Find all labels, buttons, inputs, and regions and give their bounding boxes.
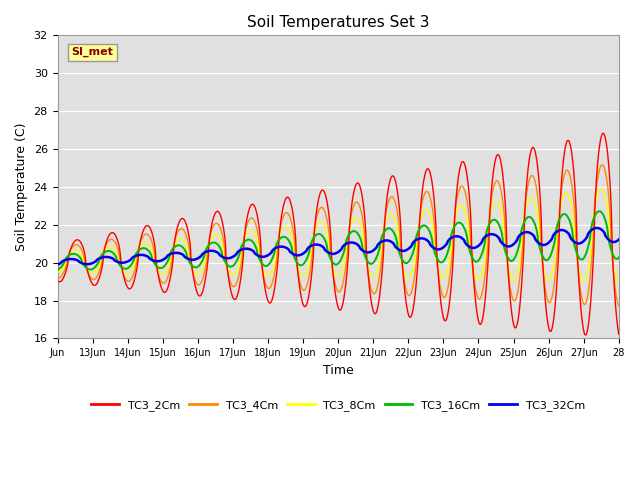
X-axis label: Time: Time <box>323 364 353 377</box>
Title: Soil Temperatures Set 3: Soil Temperatures Set 3 <box>247 15 429 30</box>
Text: SI_met: SI_met <box>72 47 113 57</box>
Legend: TC3_2Cm, TC3_4Cm, TC3_8Cm, TC3_16Cm, TC3_32Cm: TC3_2Cm, TC3_4Cm, TC3_8Cm, TC3_16Cm, TC3… <box>86 396 589 415</box>
Y-axis label: Soil Temperature (C): Soil Temperature (C) <box>15 122 28 251</box>
